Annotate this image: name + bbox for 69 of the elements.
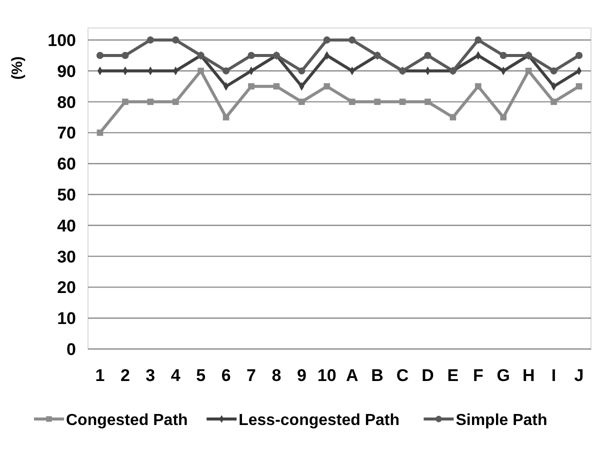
point (172, 36, 180, 44)
y-tick-label: 50 (57, 186, 76, 204)
point (248, 52, 255, 60)
point (222, 114, 230, 120)
point (96, 52, 104, 60)
point (298, 98, 305, 105)
legend-label: Simple Path (456, 412, 548, 429)
x-tick-label: D (422, 366, 434, 385)
point (500, 52, 507, 60)
legend-label: Congested Path (66, 412, 188, 429)
point (146, 36, 154, 44)
point (374, 98, 380, 105)
x-tick-label: 5 (196, 366, 206, 385)
legend-label: Less-congested Path (238, 412, 400, 429)
x-tick-label: 6 (221, 366, 231, 385)
point (500, 114, 507, 120)
y-tick-label: 100 (48, 31, 76, 50)
point (122, 52, 129, 60)
y-axis-title: (%) (9, 56, 26, 80)
x-tick-label: H (522, 366, 535, 385)
x-tick-label: 4 (170, 366, 181, 385)
x-tick-label: 10 (317, 366, 336, 385)
point (399, 98, 406, 105)
point (550, 98, 557, 105)
point (222, 67, 230, 74)
point (198, 68, 204, 74)
point (424, 98, 431, 105)
y-tick-label: 30 (57, 247, 76, 266)
point (576, 83, 582, 90)
y-tick-label: 0 (66, 340, 76, 359)
point (575, 52, 583, 60)
y-tick-label: 80 (57, 92, 76, 112)
x-tick-label: A (346, 366, 358, 385)
point (122, 98, 128, 105)
point (172, 98, 179, 105)
x-tick-label: 3 (146, 366, 156, 385)
x-tick-label: 7 (246, 366, 256, 385)
point (348, 98, 356, 105)
point (348, 36, 356, 44)
point (450, 114, 456, 120)
point (424, 52, 432, 60)
point (474, 36, 482, 44)
y-tick-label: 40 (57, 216, 76, 236)
y-tick-label: 90 (57, 62, 76, 81)
y-tick-label: 70 (57, 124, 76, 143)
x-tick-label: 1 (95, 366, 105, 385)
point (273, 83, 280, 90)
x-tick-label: C (396, 366, 409, 385)
point (248, 83, 254, 90)
point (323, 36, 330, 44)
x-tick-label: B (371, 366, 384, 385)
x-tick-label: E (447, 366, 459, 385)
y-tick-label: 20 (57, 278, 76, 298)
point (298, 67, 306, 74)
point (324, 83, 330, 90)
point (550, 67, 558, 74)
x-tick-label: I (551, 366, 556, 385)
x-tick-label: 9 (296, 366, 306, 385)
point (474, 83, 482, 90)
x-tick-label: 2 (120, 366, 130, 385)
point (525, 68, 532, 74)
y-tick-label: 60 (57, 154, 76, 174)
x-tick-label: J (574, 366, 584, 385)
y-tick-label: 10 (57, 309, 76, 328)
point (147, 98, 154, 105)
x-tick-label: 8 (272, 366, 282, 385)
x-tick-label: F (472, 366, 484, 385)
point (96, 130, 104, 136)
x-tick-label: G (496, 366, 510, 385)
